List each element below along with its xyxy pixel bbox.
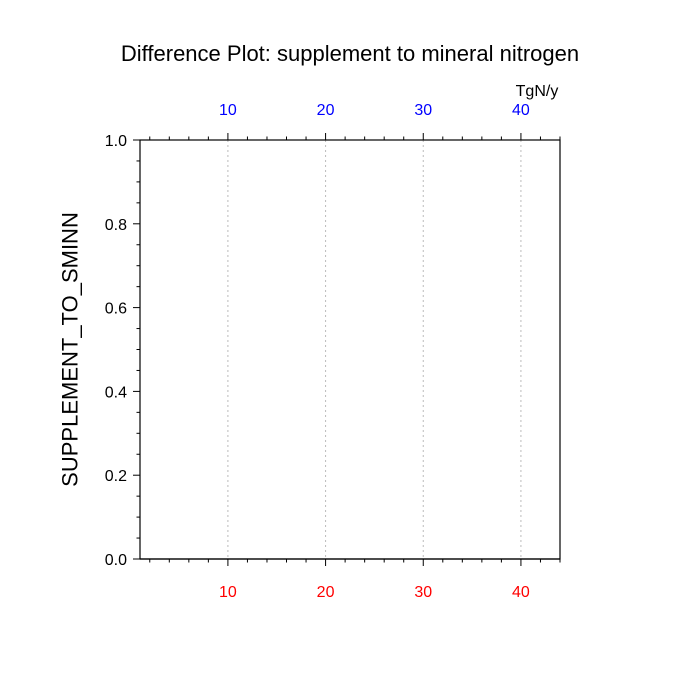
y-tick-label: 0.4	[105, 384, 127, 401]
y-tick-label: 0.2	[105, 468, 127, 485]
bottom-x-tick-label: 10	[219, 584, 237, 601]
top-x-tick-label: 40	[512, 102, 530, 119]
y-tick-label: 0.8	[105, 217, 127, 234]
bottom-x-tick-label: 20	[317, 584, 335, 601]
y-tick-label: 0.6	[105, 301, 127, 318]
top-x-tick-label: 20	[317, 102, 335, 119]
axis-tick-labels: 10 20 30 40 10 20 30 40 0.0 0.2 0.4 0.6 0.8 1.0	[105, 102, 530, 601]
grid-lines	[227, 140, 522, 559]
top-axis-units-label: TgN/y	[516, 83, 559, 100]
plot-frame	[139, 139, 561, 560]
y-tick-label: 1.0	[105, 133, 127, 150]
y-axis-label: SUPPLEMENT_TO_SMINN	[58, 212, 83, 487]
bottom-x-tick-label: 30	[414, 584, 432, 601]
bottom-x-tick-label: 40	[512, 584, 530, 601]
top-x-tick-label: 10	[219, 102, 237, 119]
axis-ticks	[133, 133, 561, 566]
chart-title: Difference Plot: supplement to mineral n…	[121, 41, 579, 66]
y-tick-label: 0.0	[105, 552, 127, 569]
top-x-tick-label: 30	[414, 102, 432, 119]
